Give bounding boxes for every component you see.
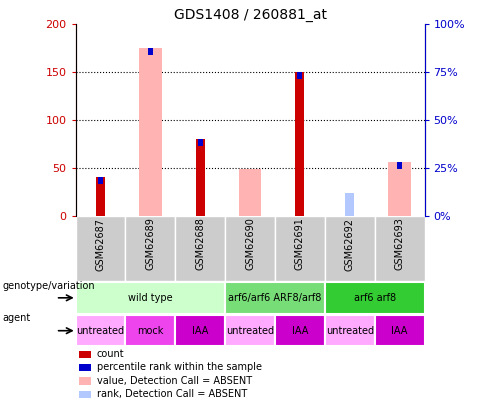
Bar bbox=[375, 315, 425, 347]
Text: GSM62687: GSM62687 bbox=[96, 217, 105, 271]
Text: GSM62691: GSM62691 bbox=[295, 217, 305, 271]
Bar bbox=[148, 48, 153, 55]
Bar bbox=[125, 315, 175, 347]
Text: IAA: IAA bbox=[292, 326, 308, 336]
Bar bbox=[375, 215, 425, 281]
Bar bbox=[125, 215, 175, 281]
Bar bbox=[275, 215, 325, 281]
Text: arf6/arf6 ARF8/arf8: arf6/arf6 ARF8/arf8 bbox=[228, 293, 322, 303]
Bar bbox=[325, 315, 375, 347]
Bar bbox=[388, 162, 411, 215]
Text: count: count bbox=[97, 349, 124, 359]
Text: wild type: wild type bbox=[128, 293, 173, 303]
Bar bbox=[346, 193, 354, 215]
Bar bbox=[76, 215, 125, 281]
Bar bbox=[397, 162, 402, 169]
Bar bbox=[275, 315, 325, 347]
Bar bbox=[175, 215, 225, 281]
Bar bbox=[79, 377, 91, 385]
Bar bbox=[298, 72, 303, 79]
Text: percentile rank within the sample: percentile rank within the sample bbox=[97, 362, 262, 372]
Bar bbox=[76, 282, 225, 313]
Bar bbox=[175, 315, 225, 347]
Bar bbox=[79, 350, 91, 358]
Bar bbox=[96, 177, 105, 215]
Title: GDS1408 / 260881_at: GDS1408 / 260881_at bbox=[174, 8, 326, 22]
Text: GSM62693: GSM62693 bbox=[395, 217, 405, 271]
Text: value, Detection Call = ABSENT: value, Detection Call = ABSENT bbox=[97, 376, 252, 386]
Bar bbox=[79, 391, 91, 398]
Bar bbox=[79, 364, 91, 371]
Text: genotype/variation: genotype/variation bbox=[2, 281, 95, 290]
Text: GSM62690: GSM62690 bbox=[245, 217, 255, 271]
Bar bbox=[98, 177, 103, 184]
Bar bbox=[295, 72, 305, 215]
Text: IAA: IAA bbox=[391, 326, 408, 336]
Text: untreated: untreated bbox=[325, 326, 374, 336]
Text: GSM62692: GSM62692 bbox=[345, 217, 355, 271]
Bar bbox=[196, 139, 205, 215]
Text: rank, Detection Call = ABSENT: rank, Detection Call = ABSENT bbox=[97, 389, 247, 399]
Text: untreated: untreated bbox=[226, 326, 274, 336]
Bar bbox=[239, 169, 261, 215]
Bar bbox=[325, 282, 425, 313]
Bar bbox=[225, 215, 275, 281]
Text: GSM62689: GSM62689 bbox=[145, 217, 155, 271]
Text: arf6 arf8: arf6 arf8 bbox=[354, 293, 396, 303]
Text: untreated: untreated bbox=[77, 326, 124, 336]
Bar bbox=[139, 48, 162, 215]
Text: mock: mock bbox=[137, 326, 163, 336]
Bar bbox=[325, 215, 375, 281]
Text: GSM62688: GSM62688 bbox=[195, 217, 205, 271]
Text: IAA: IAA bbox=[192, 326, 208, 336]
Bar bbox=[76, 315, 125, 347]
Bar bbox=[225, 282, 325, 313]
Bar bbox=[198, 139, 203, 146]
Bar bbox=[225, 315, 275, 347]
Text: agent: agent bbox=[2, 313, 31, 323]
